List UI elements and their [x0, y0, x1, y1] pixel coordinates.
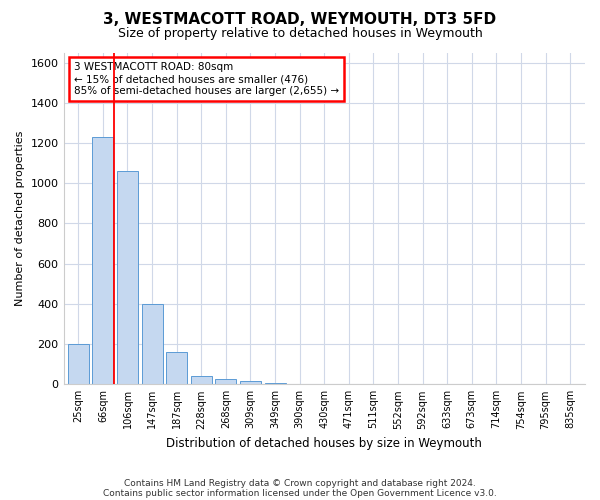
- Bar: [215, 380, 236, 384]
- X-axis label: Distribution of detached houses by size in Weymouth: Distribution of detached houses by size …: [166, 437, 482, 450]
- Bar: [166, 352, 187, 384]
- Bar: [142, 304, 163, 384]
- Text: Contains public sector information licensed under the Open Government Licence v3: Contains public sector information licen…: [103, 488, 497, 498]
- Y-axis label: Number of detached properties: Number of detached properties: [15, 130, 25, 306]
- Text: 3, WESTMACOTT ROAD, WEYMOUTH, DT3 5FD: 3, WESTMACOTT ROAD, WEYMOUTH, DT3 5FD: [103, 12, 497, 28]
- Text: Contains HM Land Registry data © Crown copyright and database right 2024.: Contains HM Land Registry data © Crown c…: [124, 478, 476, 488]
- Bar: [117, 171, 138, 384]
- Text: Size of property relative to detached houses in Weymouth: Size of property relative to detached ho…: [118, 28, 482, 40]
- Bar: [68, 344, 89, 385]
- Bar: [240, 382, 261, 384]
- Bar: [92, 137, 113, 384]
- Text: 3 WESTMACOTT ROAD: 80sqm
← 15% of detached houses are smaller (476)
85% of semi-: 3 WESTMACOTT ROAD: 80sqm ← 15% of detach…: [74, 62, 339, 96]
- Bar: [191, 376, 212, 384]
